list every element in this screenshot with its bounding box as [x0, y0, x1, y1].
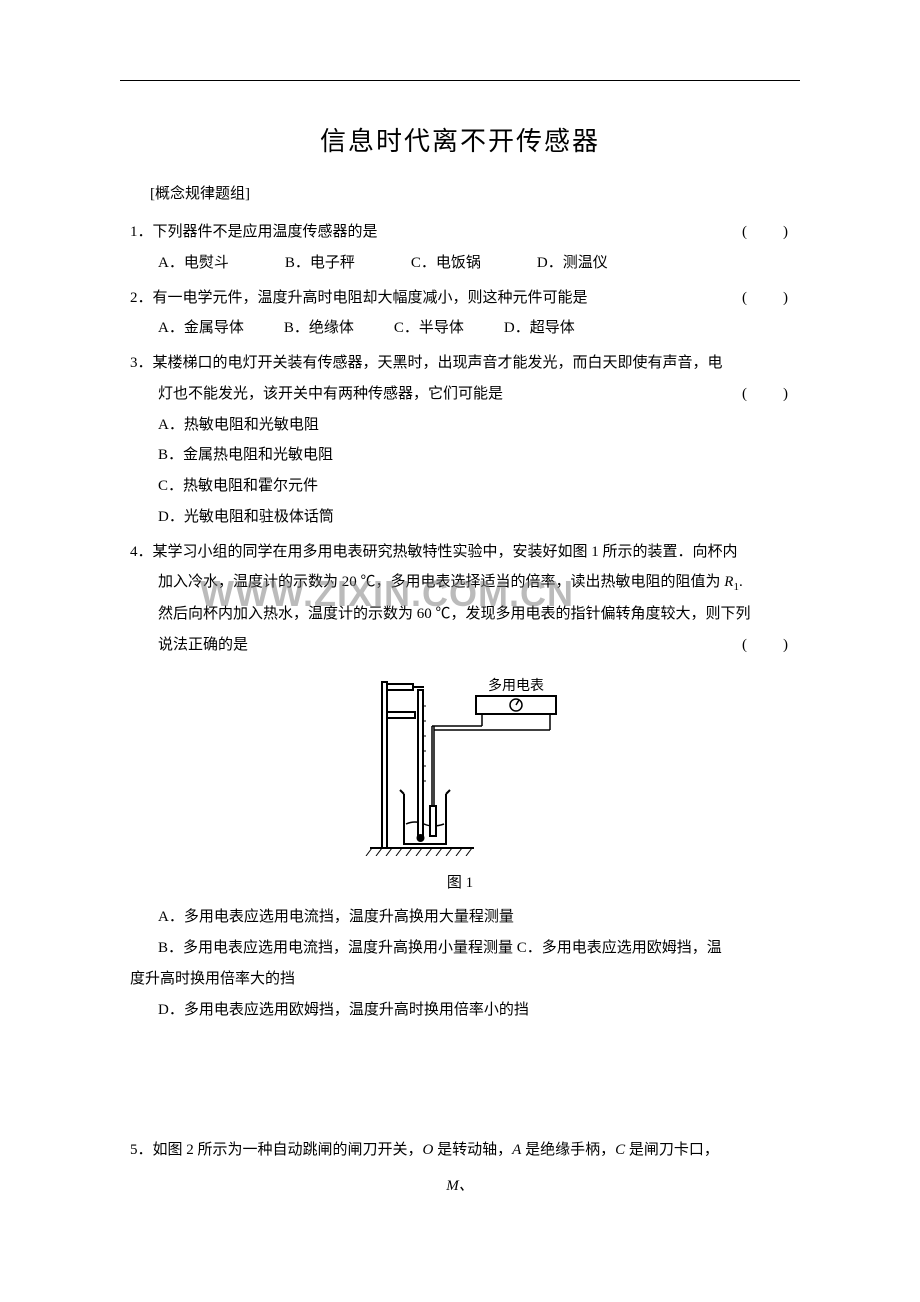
- figure-1-caption: 图 1: [130, 871, 790, 892]
- question-2: 2．有一电学元件，温度升高时电阻却大幅度减小，则这种元件可能是 ( ) A．金属…: [130, 283, 790, 345]
- footer-line: M、: [130, 1174, 790, 1195]
- option-a: A．热敏电阻和光敏电阻: [158, 410, 790, 441]
- document-title: 信息时代离不开传感器: [130, 121, 790, 158]
- option-d: D．超导体: [504, 313, 575, 344]
- answer-blank: ( ): [742, 630, 790, 661]
- question-4-cont-c: 说法正确的是 ( ): [130, 630, 790, 661]
- option-d: D．测温仪: [537, 248, 608, 279]
- section-label: [概念规律题组]: [150, 182, 790, 203]
- answer-blank: ( ): [742, 217, 790, 248]
- question-4: 4．某学习小组的同学在用多用电表研究热敏特性实验中，安装好如图 1 所示的装置．…: [130, 537, 790, 661]
- question-2-stem: 2．有一电学元件，温度升高时电阻却大幅度减小，则这种元件可能是: [130, 283, 724, 314]
- question-3-cont: 灯也不能发光，该开关中有两种传感器，它们可能是 ( ): [130, 379, 790, 410]
- answer-blank: ( ): [742, 379, 790, 410]
- question-3: 3．某楼梯口的电灯开关装有传感器，天黑时，出现声音才能发光，而白天即使有声音，电…: [130, 348, 790, 533]
- question-3-stem: 3．某楼梯口的电灯开关装有传感器，天黑时，出现声音才能发光，而白天即使有声音，电: [130, 348, 790, 379]
- question-4-option-d: D．多用电表应选用欧姆挡，温度升高时换用倍率小的挡: [130, 995, 790, 1026]
- question-4-cont-b: 然后向杯内加入热水，温度计的示数为 60 ℃，发现多用电表的指针偏转角度较大，则…: [130, 599, 790, 630]
- option-c: C．电饭锅: [411, 248, 481, 279]
- answer-blank: ( ): [742, 283, 790, 314]
- option-c: C．热敏电阻和霍尔元件: [158, 471, 790, 502]
- question-4-cont-a: 加入冷水，温度计的示数为 20 ℃，多用电表选择适当的倍率，读出热敏电阻的阻值为…: [130, 567, 790, 599]
- document-page: 信息时代离不开传感器 [概念规律题组] 1．下列器件不是应用温度传感器的是 ( …: [0, 0, 920, 1235]
- option-b: B．电子秤: [285, 248, 355, 279]
- question-1: 1．下列器件不是应用温度传感器的是 ( ) A．电熨斗 B．电子秤 C．电饭锅 …: [130, 217, 790, 279]
- question-4-option-bc2: 度升高时换用倍率大的挡: [130, 964, 790, 995]
- option-d: D．光敏电阻和驻极体话筒: [158, 502, 790, 533]
- figure-1: 多用电表: [130, 676, 790, 861]
- question-1-stem: 1．下列器件不是应用温度传感器的是: [130, 217, 724, 248]
- option-b: B．金属热电阻和光敏电阻: [158, 440, 790, 471]
- question-4-option-a: A．多用电表应选用电流挡，温度升高换用大量程测量: [130, 902, 790, 933]
- option-a: A．电熨斗: [158, 248, 229, 279]
- option-b: B．绝缘体: [284, 313, 354, 344]
- question-5: 5．如图 2 所示为一种自动跳闸的闸刀开关，O 是转动轴，A 是绝缘手柄，C 是…: [130, 1135, 790, 1166]
- option-c: C．半导体: [394, 313, 464, 344]
- question-2-options: A．金属导体 B．绝缘体 C．半导体 D．超导体: [130, 313, 790, 344]
- question-1-stem-row: 1．下列器件不是应用温度传感器的是 ( ): [130, 217, 790, 248]
- header-rule: [120, 80, 800, 81]
- question-4-stem: 4．某学习小组的同学在用多用电表研究热敏特性实验中，安装好如图 1 所示的装置．…: [130, 537, 790, 568]
- question-4-option-bc: B．多用电表应选用电流挡，温度升高换用小量程测量 C．多用电表应选用欧姆挡，温: [130, 933, 790, 964]
- question-1-options: A．电熨斗 B．电子秤 C．电饭锅 D．测温仪: [130, 248, 790, 279]
- figure-1-svg: 多用电表: [360, 676, 560, 856]
- question-2-stem-row: 2．有一电学元件，温度升高时电阻却大幅度减小，则这种元件可能是 ( ): [130, 283, 790, 314]
- meter-label: 多用电表: [488, 677, 544, 694]
- option-a: A．金属导体: [158, 313, 244, 344]
- question-3-options: A．热敏电阻和光敏电阻 B．金属热电阻和光敏电阻 C．热敏电阻和霍尔元件 D．光…: [130, 410, 790, 533]
